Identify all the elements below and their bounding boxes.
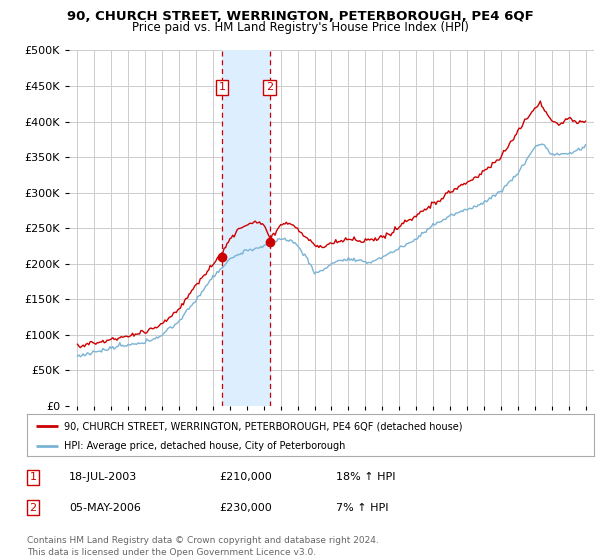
Text: 1: 1: [218, 82, 226, 92]
Text: HPI: Average price, detached house, City of Peterborough: HPI: Average price, detached house, City…: [64, 441, 345, 451]
Text: 7% ↑ HPI: 7% ↑ HPI: [336, 503, 389, 513]
Text: 90, CHURCH STREET, WERRINGTON, PETERBOROUGH, PE4 6QF (detached house): 90, CHURCH STREET, WERRINGTON, PETERBORO…: [64, 421, 463, 431]
Text: 90, CHURCH STREET, WERRINGTON, PETERBOROUGH, PE4 6QF: 90, CHURCH STREET, WERRINGTON, PETERBORO…: [67, 10, 533, 23]
Text: Price paid vs. HM Land Registry's House Price Index (HPI): Price paid vs. HM Land Registry's House …: [131, 21, 469, 34]
Text: 2: 2: [266, 82, 273, 92]
Text: £210,000: £210,000: [219, 472, 272, 482]
Text: 18-JUL-2003: 18-JUL-2003: [69, 472, 137, 482]
Text: £230,000: £230,000: [219, 503, 272, 513]
Text: 1: 1: [29, 472, 37, 482]
Text: 05-MAY-2006: 05-MAY-2006: [69, 503, 141, 513]
Text: 18% ↑ HPI: 18% ↑ HPI: [336, 472, 395, 482]
Text: 2: 2: [29, 503, 37, 513]
Bar: [222, 50, 269, 406]
Text: Contains HM Land Registry data © Crown copyright and database right 2024.
This d: Contains HM Land Registry data © Crown c…: [27, 536, 379, 557]
